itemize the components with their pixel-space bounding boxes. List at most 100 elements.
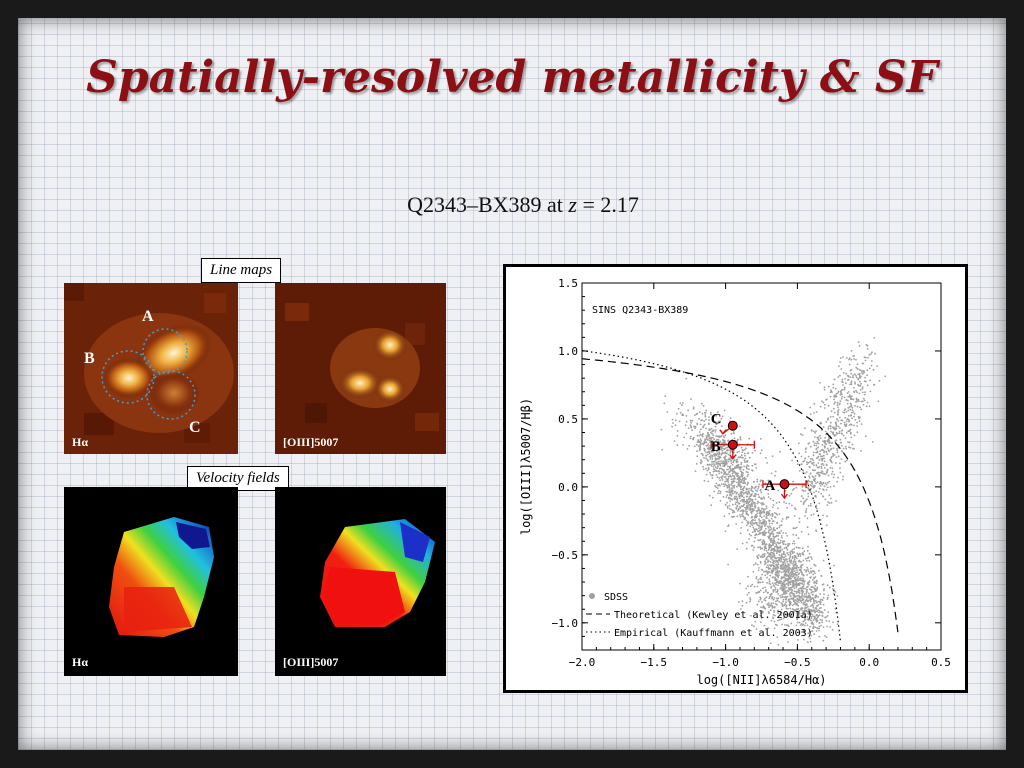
sdss-point — [756, 480, 759, 483]
sdss-point — [790, 580, 792, 582]
sdss-point — [823, 460, 826, 463]
sdss-point — [813, 602, 816, 604]
sdss-point — [796, 595, 798, 597]
sdss-point — [822, 464, 825, 466]
sdss-point — [823, 451, 825, 454]
sdss-point — [864, 359, 867, 362]
sdss-point — [752, 518, 754, 521]
sdss-point — [698, 434, 701, 437]
sdss-point — [772, 560, 775, 563]
sdss-point — [823, 445, 826, 447]
sdss-point — [850, 368, 853, 371]
sdss-point — [747, 473, 750, 476]
sdss-point — [783, 547, 786, 550]
sdss-point — [766, 552, 769, 554]
sdss-point — [815, 618, 817, 621]
sdss-point — [769, 554, 772, 556]
sdss-point — [791, 489, 794, 491]
sdss-point — [692, 407, 695, 410]
sdss-point — [819, 593, 822, 595]
sdss-point — [839, 427, 841, 429]
point-b — [727, 439, 738, 450]
sdss-point — [833, 398, 835, 401]
sdss-point — [718, 467, 721, 470]
sdss-point — [674, 419, 677, 422]
sdss-point — [777, 538, 780, 541]
sdss-point — [777, 582, 780, 585]
sdss-point — [710, 413, 712, 416]
sdss-point — [726, 501, 728, 504]
sdss-point — [717, 411, 719, 414]
sdss-point — [751, 498, 754, 501]
sdss-point — [861, 371, 863, 373]
sdss-point — [753, 481, 755, 483]
sdss-point — [803, 632, 806, 635]
velocity-fields-label: Velocity fields — [187, 466, 289, 491]
sdss-point — [781, 593, 784, 596]
sdss-point — [720, 434, 723, 437]
sdss-point — [779, 549, 781, 551]
y-tick-label: −1.0 — [552, 617, 579, 630]
sdss-point — [784, 577, 787, 580]
sdss-point — [807, 489, 810, 491]
sdss-point — [820, 467, 823, 470]
sdss-point — [789, 595, 792, 597]
sdss-point — [721, 477, 723, 480]
sdss-point — [793, 577, 796, 580]
sdss-point — [845, 459, 848, 462]
sdss-point — [884, 375, 887, 378]
sdss-point — [839, 361, 841, 363]
sdss-point — [767, 489, 770, 492]
sdss-point — [727, 475, 730, 478]
sdss-point — [765, 547, 768, 550]
sdss-point — [762, 591, 765, 594]
sdss-point — [691, 420, 694, 422]
sdss-point — [757, 486, 760, 488]
sdss-point — [811, 558, 813, 560]
sdss-point — [788, 557, 791, 560]
sdss-point — [840, 419, 843, 422]
sdss-point — [806, 641, 809, 643]
sdss-point — [817, 604, 820, 606]
sdss-point — [792, 527, 795, 530]
sdss-point — [775, 512, 778, 515]
sdss-point — [751, 515, 753, 518]
sdss-point — [713, 441, 715, 444]
sdss-point — [760, 576, 762, 579]
sdss-point — [795, 486, 798, 489]
sdss-point — [759, 529, 761, 532]
sdss-point — [724, 459, 726, 461]
sdss-point — [786, 552, 788, 554]
sdss-point — [663, 402, 666, 405]
sdss-point — [849, 414, 852, 417]
sdss-point — [842, 478, 844, 481]
sdss-point — [793, 487, 795, 490]
sdss-point — [839, 402, 841, 405]
sdss-point — [713, 447, 715, 450]
sdss-point — [802, 587, 805, 590]
sdss-point — [798, 521, 801, 523]
sdss-point — [878, 379, 881, 382]
sdss-point — [850, 372, 853, 375]
sdss-point — [765, 531, 768, 534]
sdss-point — [726, 505, 729, 508]
point-c — [727, 420, 738, 431]
sdss-point — [784, 603, 787, 606]
sdss-point — [807, 533, 810, 536]
sdss-point — [715, 461, 718, 464]
sdss-point — [776, 636, 779, 638]
sdss-point — [769, 520, 771, 522]
sdss-point — [762, 539, 765, 542]
sdss-point — [706, 458, 709, 461]
sdss-point — [686, 448, 689, 450]
sdss-point — [799, 624, 802, 626]
sdss-point — [814, 584, 817, 587]
sdss-point — [740, 474, 743, 477]
sdss-point — [733, 476, 736, 479]
sdss-point — [846, 402, 849, 405]
sdss-point — [745, 460, 747, 463]
sdss-point — [834, 434, 837, 436]
sdss-point — [744, 510, 746, 512]
sdss-point — [709, 463, 711, 466]
sdss-point — [725, 490, 728, 493]
